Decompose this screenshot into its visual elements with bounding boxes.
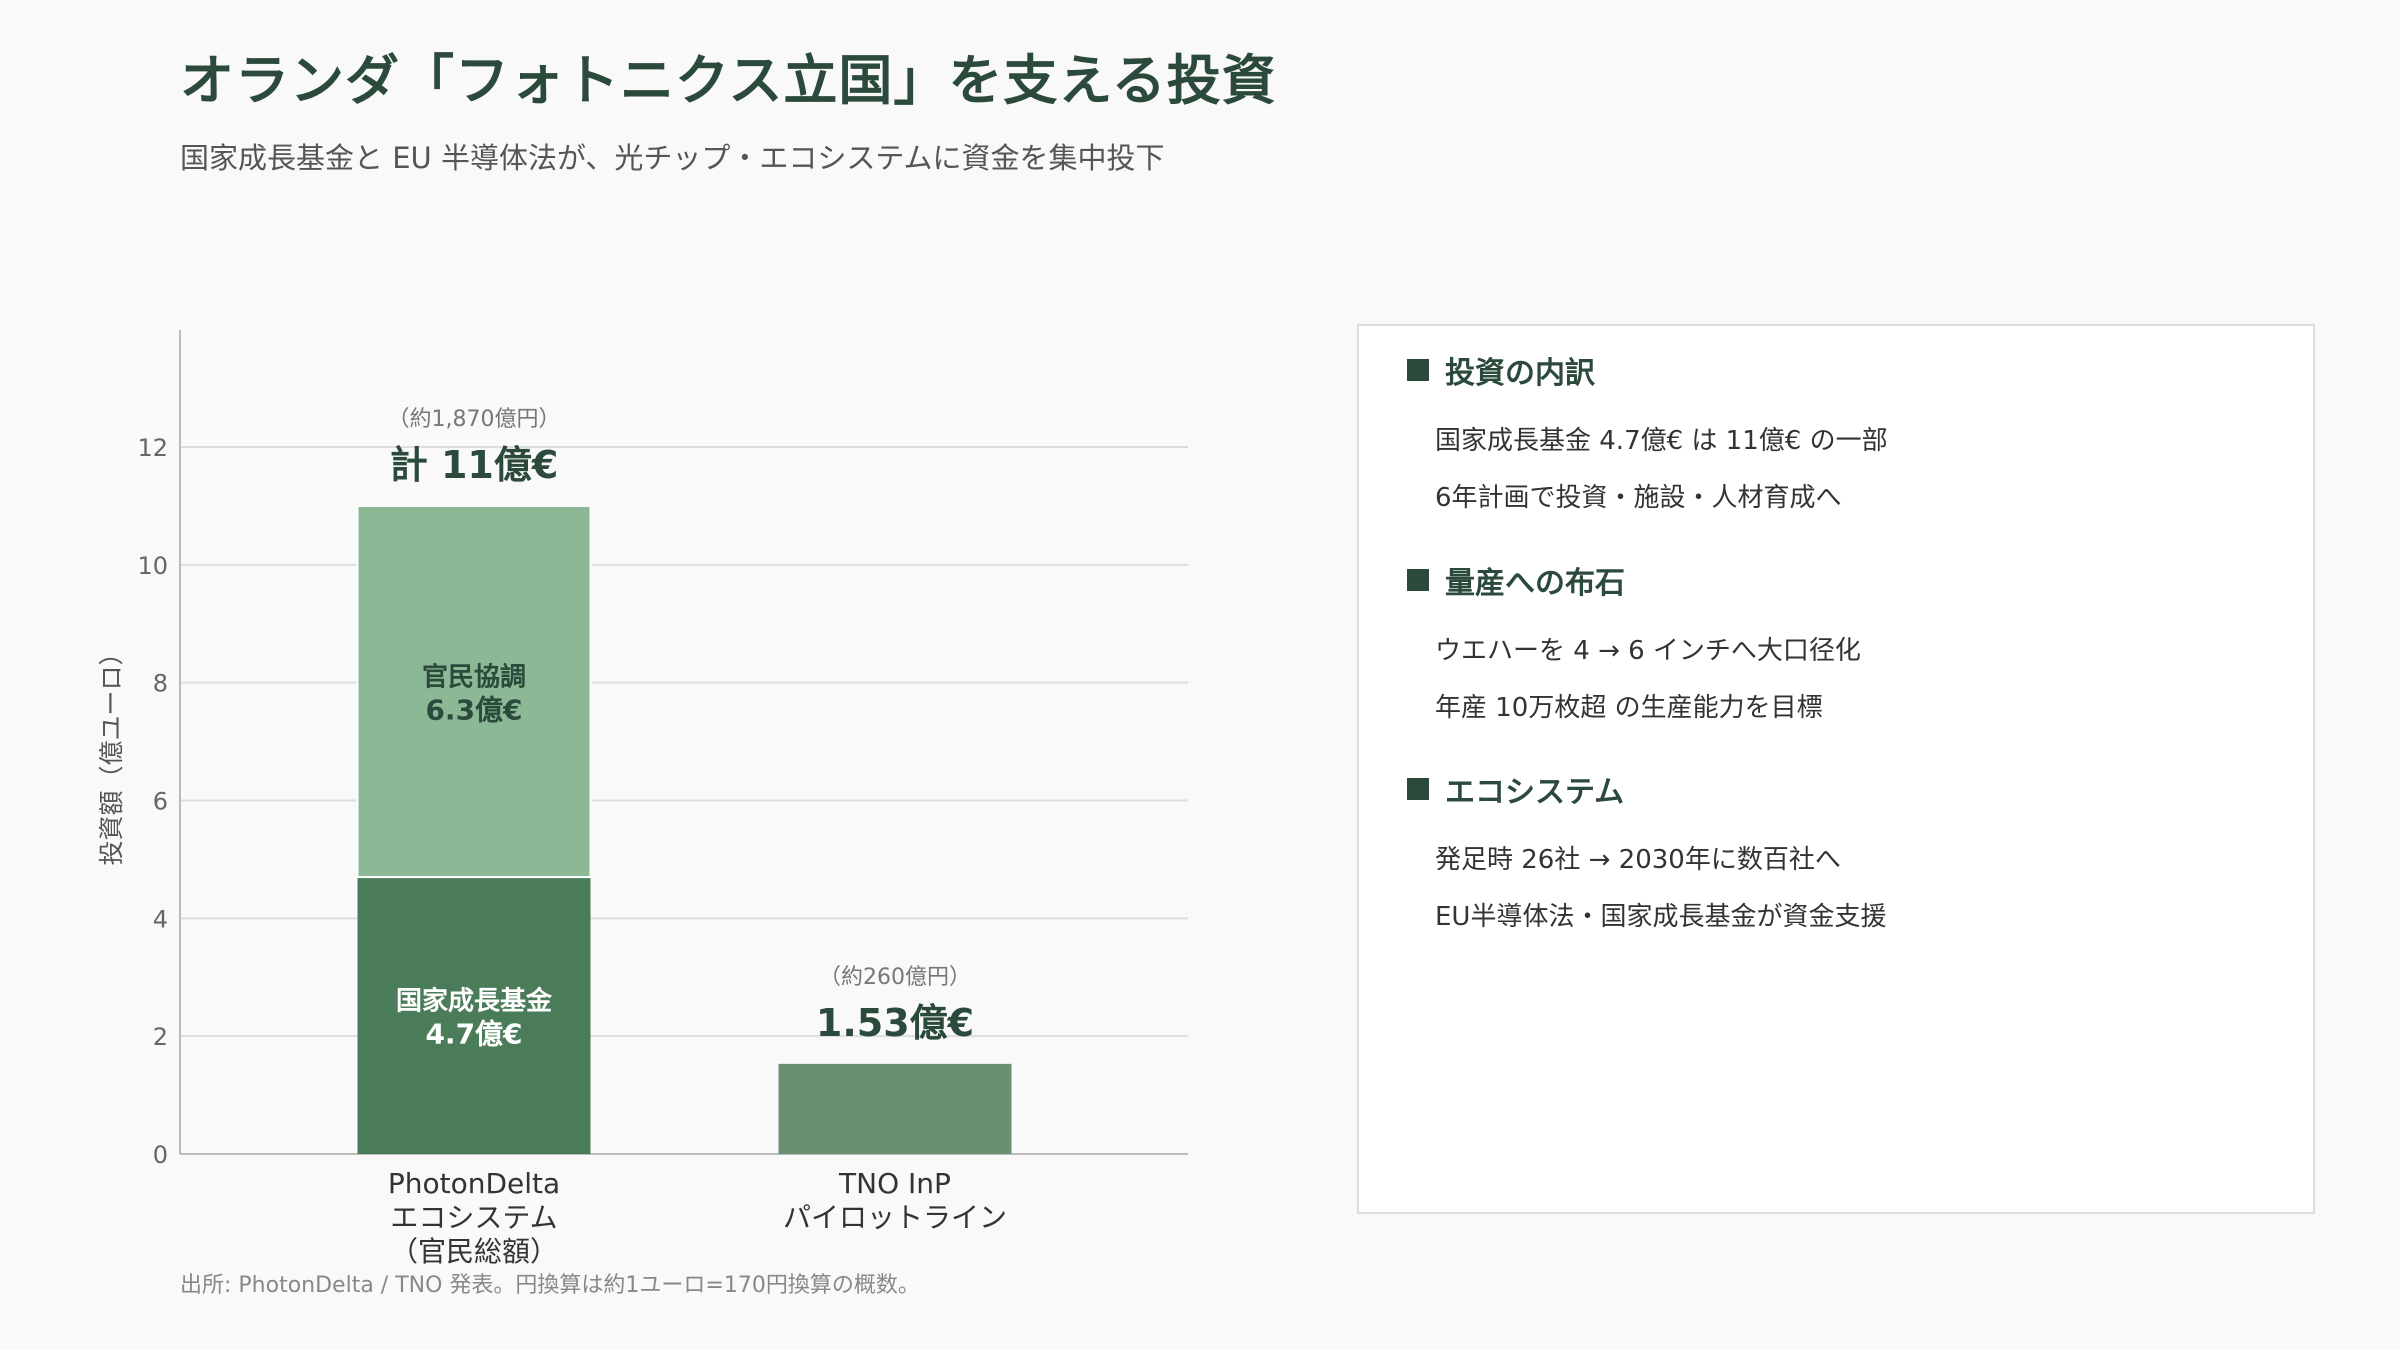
square-bullet-icon — [1407, 359, 1429, 381]
bar-total-label: 1.53億€ — [816, 1001, 974, 1045]
section-heading: エコシステム — [1445, 775, 1625, 810]
section-line: ウエハーを 4 → 6 インチへ大口径化 — [1435, 636, 1861, 666]
square-bullet-icon — [1407, 778, 1429, 800]
y-tick-label: 12 — [137, 434, 168, 462]
y-tick-label: 2 — [153, 1023, 168, 1051]
section-mass-production: 量産への布石 ウエハーを 4 → 6 インチへ大口径化 年産 10万枚超 の生産… — [1407, 558, 1861, 724]
segment-value-label: 6.3億€ — [425, 694, 522, 727]
section-line: 6年計画で投資・施設・人材育成へ — [1435, 483, 1842, 513]
y-tick-label: 8 — [153, 670, 168, 698]
section-line: 発足時 26社 → 2030年に数百社へ — [1435, 845, 1841, 875]
page-subtitle: 国家成長基金と EU 半導体法が、光チップ・エコシステムに資金を集中投下 — [180, 141, 1165, 175]
x-category-label: （官民総額） — [390, 1235, 558, 1268]
section-line: 年産 10万枚超 の生産能力を目標 — [1435, 693, 1823, 723]
x-category-label: PhotonDelta — [388, 1167, 560, 1200]
segment-value-label: 4.7億€ — [425, 1018, 522, 1051]
segment-name-label: 国家成長基金 — [396, 986, 553, 1017]
page-title: オランダ「フォトニクス立国」を支える投資 — [180, 49, 1277, 112]
bar-note-label: （約1,870億円） — [388, 407, 561, 432]
y-axis-label: 投資額（億ユーロ） — [97, 640, 126, 865]
y-tick-label: 0 — [153, 1141, 168, 1169]
info-panel: 投資の内訳 国家成長基金 4.7億€ は 11億€ の一部 6年計画で投資・施設… — [1357, 324, 2315, 1214]
y-tick-label: 6 — [153, 788, 168, 816]
bar-segment — [356, 504, 592, 879]
y-tick-label: 10 — [137, 552, 168, 580]
bar-segment — [357, 877, 591, 1154]
section-ecosystem: エコシステム 発足時 26社 → 2030年に数百社へ EU半導体法・国家成長基… — [1407, 767, 1886, 933]
x-category-label: エコシステム — [390, 1201, 557, 1234]
section-breakdown: 投資の内訳 国家成長基金 4.7億€ は 11億€ の一部 6年計画で投資・施設… — [1407, 348, 1888, 514]
y-tick-label: 4 — [153, 905, 168, 933]
x-category-label: パイロットライン — [783, 1201, 1007, 1234]
square-bullet-icon — [1407, 569, 1429, 591]
section-heading: 量産への布石 — [1445, 566, 1625, 601]
x-category-label: TNO InP — [838, 1167, 951, 1200]
section-line: 国家成長基金 4.7億€ は 11億€ の一部 — [1435, 426, 1888, 456]
source-footnote: 出所: PhotonDelta / TNO 発表。円換算は約1ユーロ=170円換… — [180, 1273, 920, 1298]
section-line: EU半導体法・国家成長基金が資金支援 — [1435, 902, 1887, 932]
bar-note-label: （約260億円） — [819, 965, 971, 990]
section-heading: 投資の内訳 — [1445, 356, 1595, 391]
segment-name-label: 官民協調 — [422, 662, 526, 693]
bar-segment — [778, 1063, 1012, 1154]
bar-total-label: 計 11億€ — [390, 443, 559, 487]
